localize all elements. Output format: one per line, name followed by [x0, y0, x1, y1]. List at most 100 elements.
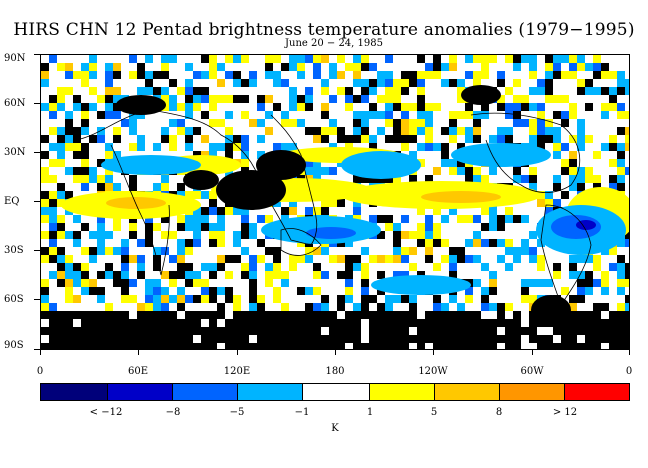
anomaly-cell [249, 231, 257, 239]
missing-data-cell [465, 327, 473, 335]
missing-data-cell [161, 215, 169, 223]
missing-data-cell [169, 271, 177, 279]
missing-data-cell [449, 327, 457, 335]
anomaly-cell [489, 303, 497, 311]
missing-data-cell [41, 327, 49, 335]
missing-data-cell [225, 255, 233, 263]
missing-data-cell [305, 303, 313, 311]
anomaly-cell [465, 255, 473, 263]
anomaly-cell [169, 295, 177, 303]
missing-data-cell [401, 327, 409, 335]
anomaly-cell [337, 71, 345, 79]
missing-data-cell [377, 327, 385, 335]
anomaly-cell [313, 71, 321, 79]
missing-data-cell [281, 207, 289, 215]
missing-data-cell [593, 335, 601, 343]
anomaly-cell [361, 335, 369, 343]
missing-data-cell [217, 335, 225, 343]
anomaly-cell [201, 135, 209, 143]
missing-data-cell [337, 343, 345, 349]
anomaly-cell [145, 55, 153, 63]
anomaly-map-canvas [41, 55, 629, 349]
anomaly-cell [105, 143, 113, 151]
anomaly-cell [113, 111, 121, 119]
anomaly-cell [553, 199, 561, 207]
lat-label-eq: EQ [4, 196, 20, 207]
anomaly-cell [113, 87, 121, 95]
anomaly-cell [289, 143, 297, 151]
anomaly-cell [537, 239, 545, 247]
missing-data-cell [401, 295, 409, 303]
missing-data-cell [569, 327, 577, 335]
anomaly-cell [65, 143, 73, 151]
missing-data-cell [385, 135, 393, 143]
anomaly-cell [161, 287, 169, 295]
missing-data-cell [417, 239, 425, 247]
anomaly-cell [537, 263, 545, 271]
missing-data-cell [617, 183, 625, 191]
missing-data-cell [153, 327, 161, 335]
missing-data-cell [337, 327, 345, 335]
missing-data-cell [345, 319, 353, 327]
missing-data-cell [113, 271, 121, 279]
anomaly-cell [617, 111, 625, 119]
anomaly-cell [281, 143, 289, 151]
missing-data-cell [81, 143, 89, 151]
anomaly-cell [393, 175, 401, 183]
missing-data-cell [241, 311, 249, 319]
anomaly-cell [297, 71, 305, 79]
anomaly-cell [449, 167, 457, 175]
missing-data-cell [273, 311, 281, 319]
missing-data-cell [441, 143, 449, 151]
anomaly-cell [249, 223, 257, 231]
anomaly-cell [625, 239, 629, 247]
anomaly-cell [225, 135, 233, 143]
anomaly-cell [209, 191, 217, 199]
missing-data-cell [65, 319, 73, 327]
anomaly-cell [41, 79, 49, 87]
missing-data-cell [337, 271, 345, 279]
missing-data-cell [209, 295, 217, 303]
anomaly-cell [177, 215, 185, 223]
missing-data-cell [129, 327, 137, 335]
anomaly-cell [185, 247, 193, 255]
anomaly-cell [321, 327, 329, 335]
anomaly-cell [569, 183, 577, 191]
anomaly-cell [65, 111, 73, 119]
anomaly-cell [265, 271, 273, 279]
missing-data-cell [73, 167, 81, 175]
anomaly-cell [385, 295, 393, 303]
anomaly-cell [369, 63, 377, 71]
missing-data-cell [553, 111, 561, 119]
anomaly-cell [305, 87, 313, 95]
anomaly-cell [473, 239, 481, 247]
missing-data-cell [153, 343, 161, 349]
missing-data-cell [129, 183, 137, 191]
anomaly-cell [329, 95, 337, 103]
anomaly-cell [409, 327, 417, 335]
missing-data-cell [305, 127, 313, 135]
missing-data-cell [73, 343, 81, 349]
missing-data-cell [89, 343, 97, 349]
anomaly-cell [321, 303, 329, 311]
legend-label: > 12 [552, 407, 578, 418]
anomaly-cell [265, 71, 273, 79]
anomaly-cell [313, 55, 321, 63]
missing-data-cell [121, 279, 129, 287]
anomaly-cell [177, 295, 185, 303]
anomaly-cell [41, 71, 49, 79]
missing-data-cell [57, 183, 65, 191]
missing-data-region [256, 150, 306, 180]
anomaly-cell [257, 135, 265, 143]
missing-data-cell [433, 295, 441, 303]
anomaly-cell [217, 143, 225, 151]
anomaly-cell [41, 295, 49, 303]
missing-data-cell [321, 111, 329, 119]
missing-data-cell [353, 95, 361, 103]
missing-data-cell [89, 311, 97, 319]
anomaly-cell [609, 87, 617, 95]
missing-data-cell [369, 175, 377, 183]
missing-data-cell [353, 255, 361, 263]
missing-data-cell [577, 295, 585, 303]
missing-data-cell [81, 167, 89, 175]
